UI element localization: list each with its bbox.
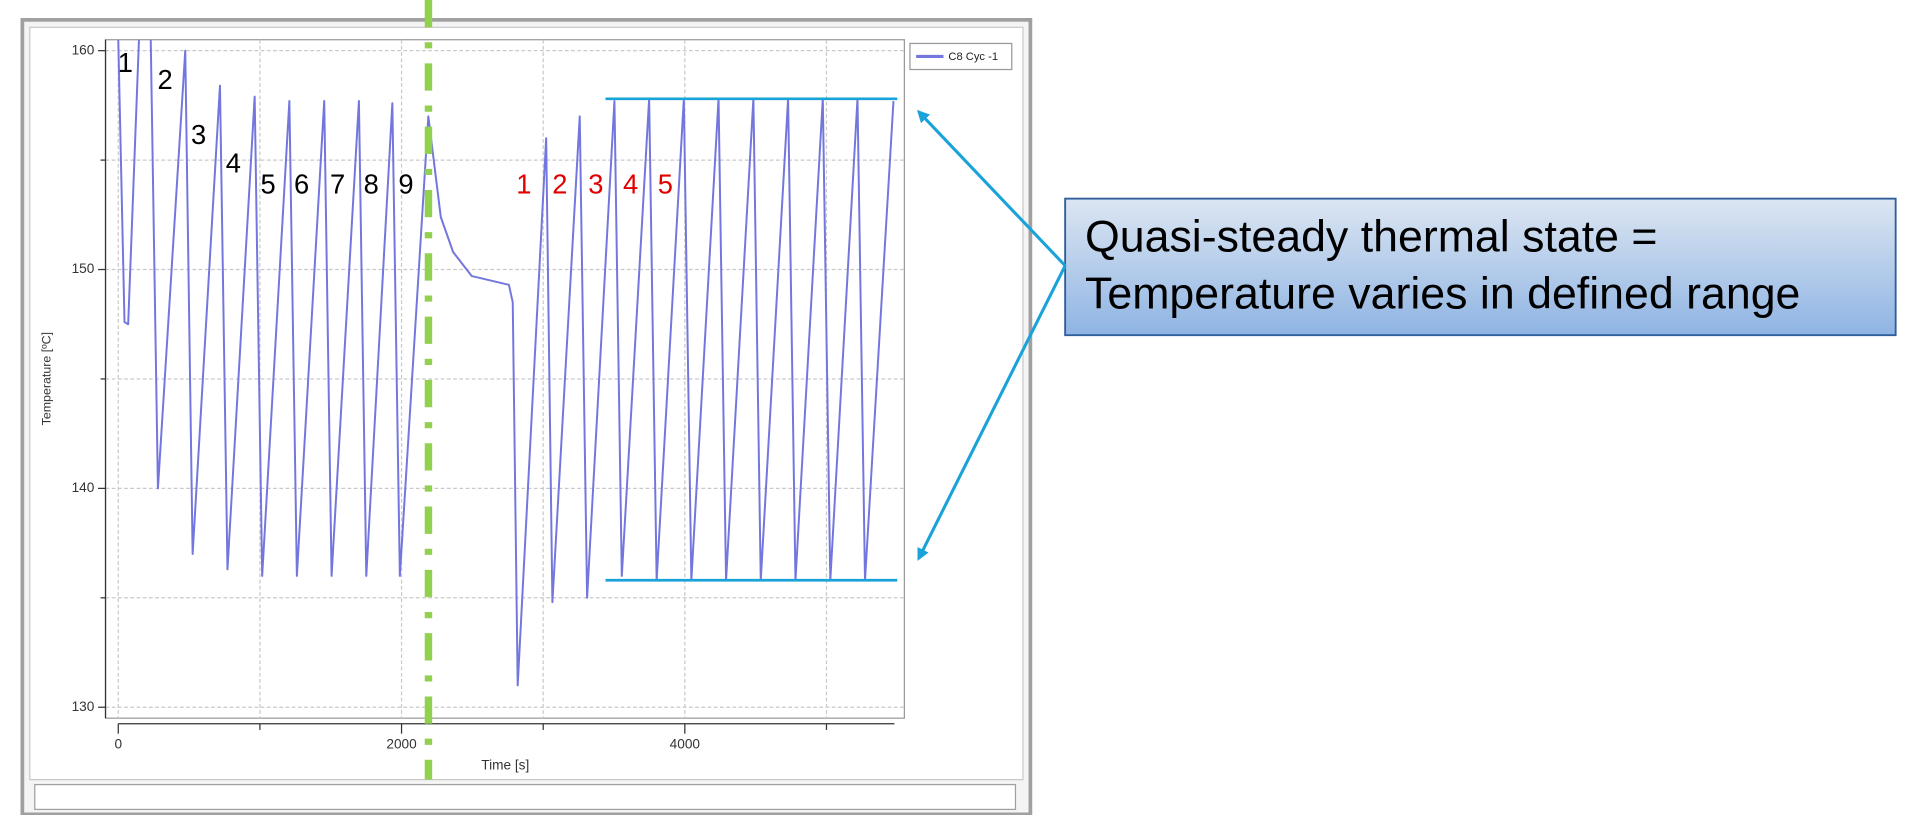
cycle-label: 8 [364,168,379,199]
y-tick-label: 160 [72,42,95,57]
callout-box [1064,197,1897,337]
cycle-label: 3 [191,119,206,150]
plot [117,39,895,687]
cycle-label: 7 [330,168,345,199]
axes: 0 2000 4000 130 140 150 160 [72,39,895,751]
y-tick-label: 130 [72,699,95,714]
cycle-label: 6 [294,168,309,199]
y-tick-label: 150 [72,261,95,276]
cycle-label: 3 [588,168,603,199]
x-axis-label: Time [s] [481,758,529,773]
cycle-label: 9 [398,168,413,199]
x-tick-label: 0 [114,736,122,751]
x-tick-label: 4000 [670,736,701,751]
callout-arrow [916,109,1067,267]
callout-line: Quasi-steady thermal state = [1085,212,1658,261]
cycle-label: 2 [552,168,567,199]
cycle-label: 5 [658,168,673,199]
cycle-label: 1 [516,168,531,199]
data-line [117,39,895,687]
callout-line: Temperature varies in defined range [1085,270,1800,319]
cycle-label: 4 [226,147,241,178]
status-bar [34,783,1017,811]
cycle-label: 4 [623,168,638,199]
x-tick-label: 2000 [386,736,417,751]
y-axis-label: Temperature [ºC] [39,332,53,425]
y-tick-label: 140 [72,480,95,495]
cycle-label: 1 [118,47,133,78]
legend-label: C8 Cyc -1 [948,51,998,63]
callout-arrow [917,264,1067,561]
cycle-label: 2 [158,64,173,95]
cycle-label: 5 [261,168,276,199]
